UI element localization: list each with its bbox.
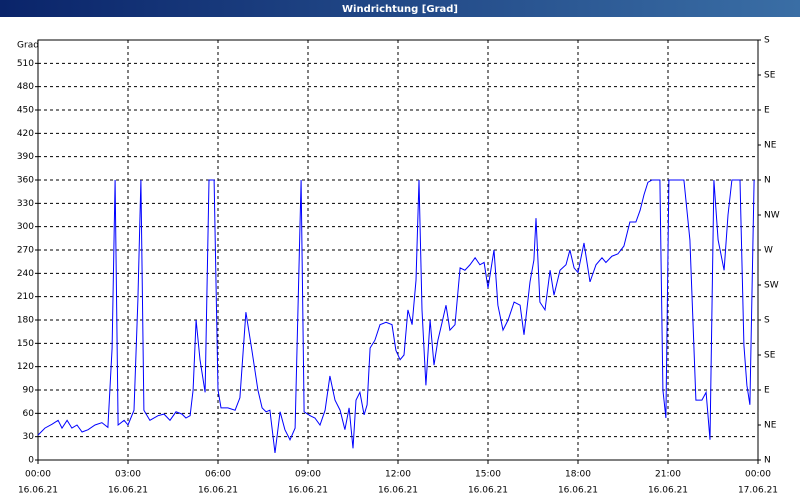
y2-tick-label: E: [764, 106, 770, 116]
y2-tick-label: E: [764, 386, 770, 396]
y-tick-label: 360: [17, 176, 34, 186]
x-tick-label: 09:00: [295, 470, 321, 480]
y2-tick-label: SE: [764, 71, 776, 81]
y-axis-label: Grad: [17, 41, 39, 51]
y2-tick-label: SW: [764, 281, 779, 291]
chart-title: Windrichtung [Grad]: [342, 4, 458, 15]
x-tick-date: 16.06.21: [648, 486, 688, 496]
y2-tick-label: N: [764, 456, 771, 466]
x-tick-label: 15:00: [475, 470, 501, 480]
x-tick-date: 17.06.21: [738, 486, 778, 496]
x-tick-date: 16.06.21: [558, 486, 598, 496]
y-tick-label: 450: [17, 106, 34, 116]
y-tick-label: 90: [23, 386, 35, 396]
y2-tick-label: S: [764, 316, 770, 326]
x-tick-label: 06:00: [205, 470, 231, 480]
y-tick-label: 480: [17, 82, 34, 92]
y-tick-label: 300: [17, 222, 34, 232]
x-tick-date: 16.06.21: [18, 486, 58, 496]
title-bar: [0, 0, 800, 17]
y-tick-label: 120: [17, 362, 34, 372]
x-tick-date: 16.06.21: [378, 486, 418, 496]
y-tick-label: 270: [17, 246, 34, 256]
y2-tick-label: NW: [764, 211, 780, 221]
y-tick-label: 210: [17, 292, 34, 302]
y-tick-label: 60: [23, 409, 35, 419]
y2-tick-label: NE: [764, 421, 777, 431]
y-tick-label: 390: [17, 152, 34, 162]
y-tick-label: 30: [23, 432, 35, 442]
data-line: [37, 179, 755, 454]
y-tick-label: 510: [17, 59, 34, 69]
x-tick-label: 12:00: [385, 470, 411, 480]
y2-tick-label: SE: [764, 351, 776, 361]
y-tick-label: 0: [28, 456, 34, 466]
y-tick-label: 240: [17, 269, 34, 279]
x-tick-label: 03:00: [115, 470, 141, 480]
x-tick-label: 00:00: [745, 470, 771, 480]
x-tick-date: 16.06.21: [198, 486, 238, 496]
x-tick-label: 18:00: [565, 470, 591, 480]
x-tick-date: 16.06.21: [288, 486, 328, 496]
y-tick-label: 420: [17, 129, 34, 139]
y-tick-label: 150: [17, 339, 34, 349]
y2-tick-label: S: [764, 36, 770, 46]
x-tick-date: 16.06.21: [108, 486, 148, 496]
y-tick-label: 330: [17, 199, 34, 209]
y2-tick-label: N: [764, 176, 771, 186]
y2-tick-label: NE: [764, 141, 777, 151]
y2-tick-label: W: [764, 246, 773, 256]
y-tick-label: 180: [17, 316, 34, 326]
x-tick-label: 21:00: [655, 470, 681, 480]
x-tick-label: 00:00: [25, 470, 51, 480]
x-tick-date: 16.06.21: [468, 486, 508, 496]
